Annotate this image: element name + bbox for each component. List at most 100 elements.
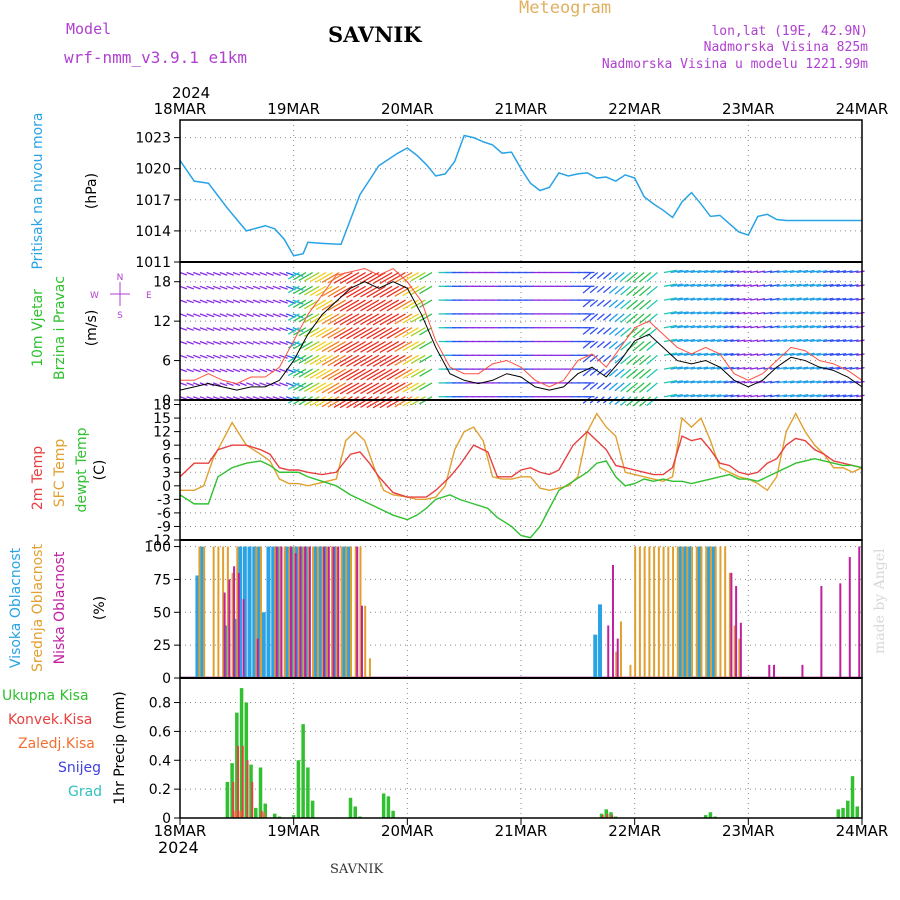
cloud-bar xyxy=(313,546,318,678)
wind-vector xyxy=(602,341,612,349)
axis-text: 10111014101710201023061218-12-9-6-303691… xyxy=(2,100,888,840)
wind-vector xyxy=(353,340,373,353)
wind-vector xyxy=(783,338,795,343)
y-tick-label: -9 xyxy=(157,519,171,535)
wind-vector xyxy=(219,313,228,318)
x-tick-label-top: 18MAR xyxy=(154,100,207,118)
wind-vector xyxy=(796,311,809,315)
wind-vector xyxy=(410,327,426,337)
wind-vector xyxy=(298,340,313,351)
wind-vector xyxy=(333,340,353,353)
wind-vector xyxy=(226,327,234,331)
wind-vector xyxy=(836,311,847,315)
wind-vector xyxy=(199,340,208,345)
cloud-bar xyxy=(364,605,367,678)
x-tick-label-top: 20MAR xyxy=(381,100,434,118)
cloud-bar xyxy=(709,546,712,678)
wind-vector xyxy=(246,396,254,400)
cloud-bar xyxy=(316,546,319,678)
wind-vector xyxy=(626,382,638,393)
wind-vector xyxy=(716,270,728,274)
cloud-bar xyxy=(222,546,225,678)
wind-vector xyxy=(743,311,752,315)
wind-vector xyxy=(333,285,353,298)
wind-vector xyxy=(756,339,766,343)
wind-vector xyxy=(602,272,612,280)
wind-vector xyxy=(683,269,696,274)
precip-bar xyxy=(234,810,237,818)
wind-vector xyxy=(186,285,194,290)
wind-vector xyxy=(763,339,773,343)
wind-vector xyxy=(333,368,353,381)
wind-vector xyxy=(763,325,773,329)
wind-vector xyxy=(206,313,215,318)
wind-vector xyxy=(293,368,307,377)
wind-vector xyxy=(849,284,859,287)
wind-vector xyxy=(646,354,658,365)
wind-vector xyxy=(333,354,353,367)
wind-vector xyxy=(703,311,716,315)
precip-bar xyxy=(230,763,234,818)
wind-vector xyxy=(366,382,386,395)
wind-vector xyxy=(179,327,188,331)
wind-vector xyxy=(796,352,809,356)
wind-vector xyxy=(410,368,426,378)
wind-vector xyxy=(410,271,426,282)
wind-vector xyxy=(346,313,366,326)
wind-vector xyxy=(246,271,254,276)
wind-vector xyxy=(829,380,840,384)
wind-vector xyxy=(212,354,221,359)
wind-vector xyxy=(360,285,380,298)
wind-vector xyxy=(346,327,366,340)
cloud-bar xyxy=(719,546,722,678)
wind-vector xyxy=(756,394,766,398)
cloud-bar xyxy=(345,546,348,678)
wind-vector xyxy=(321,396,340,408)
wind-vector xyxy=(743,339,752,343)
wind-vector xyxy=(186,340,194,345)
wind-vector xyxy=(206,327,215,332)
wind-vector xyxy=(626,368,638,379)
wind-vector xyxy=(193,299,201,304)
wind-vector xyxy=(683,297,696,301)
wind-vector xyxy=(736,284,746,287)
pressure-line xyxy=(179,134,862,257)
wind-vector xyxy=(639,382,652,393)
wind-vector xyxy=(750,298,759,301)
wind-vector xyxy=(272,271,281,276)
wind-vector xyxy=(783,283,795,287)
y-tick-label: 6 xyxy=(162,452,171,468)
precip-bar xyxy=(301,724,305,818)
wind-vector xyxy=(212,368,221,373)
wind-vector xyxy=(402,382,420,393)
wind-vector xyxy=(770,325,780,329)
wind-vector xyxy=(287,285,300,294)
wind-vector xyxy=(670,297,683,301)
wind-vector xyxy=(670,380,683,384)
y-tick-label: 1014 xyxy=(135,224,171,240)
cloud-bar xyxy=(195,575,200,678)
wind-vector xyxy=(842,297,853,301)
wind-vector xyxy=(259,271,268,276)
y-tick-label: 18 xyxy=(153,275,171,291)
y-tick-label: 3 xyxy=(162,465,171,481)
wind-vector xyxy=(321,313,340,325)
cloud-bar xyxy=(615,651,618,678)
wind-vector xyxy=(346,354,366,367)
cloud-bar xyxy=(307,546,310,678)
wind-vector xyxy=(639,368,652,380)
wind-vector xyxy=(756,311,766,315)
dewpt-axis-title: dewpt Temp xyxy=(74,427,90,512)
wind-vector xyxy=(677,283,689,287)
wind-vector xyxy=(783,325,795,329)
cloud-bar xyxy=(662,546,665,678)
wind-vector xyxy=(690,325,702,329)
wind-vector xyxy=(663,324,678,329)
wind-vector xyxy=(663,283,678,287)
wind-vector xyxy=(379,285,400,298)
wind-vector xyxy=(836,339,847,343)
wind-vector xyxy=(232,299,241,304)
wind-vector xyxy=(677,352,689,356)
wind-vector xyxy=(582,341,592,349)
